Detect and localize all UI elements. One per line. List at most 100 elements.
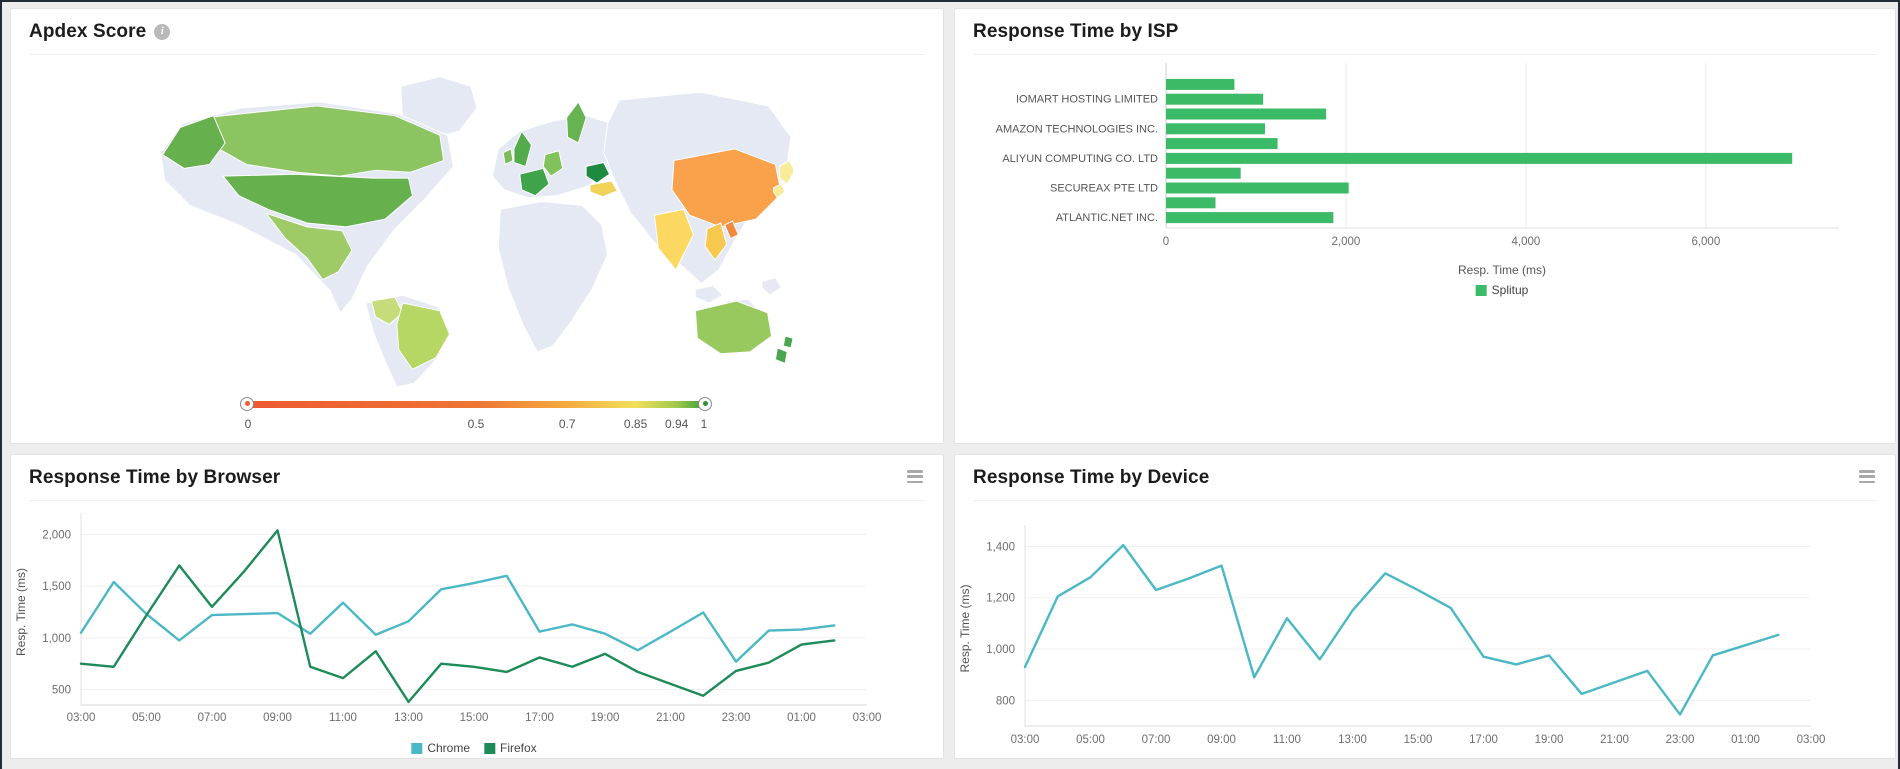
bar-4[interactable]	[1166, 138, 1278, 150]
x-tick-label: 6,000	[1691, 236, 1720, 248]
legend-item-splitup[interactable]: Splitup	[1475, 283, 1528, 297]
x-tick-label: 05:00	[1076, 734, 1105, 746]
world-map[interactable]	[149, 57, 793, 389]
x-tick-label: 23:00	[1666, 734, 1695, 746]
x-tick-label: 4,000	[1512, 236, 1541, 248]
bar-category-label: IOMART HOSTING LIMITED	[1016, 94, 1158, 106]
line-chart-canvas: 500 1,000 1,500 2,000 03:00 05:00 07:00 09:00 11…	[14, 513, 882, 724]
x-tick-label: 09:00	[263, 712, 292, 724]
chart-menu-icon[interactable]	[1859, 470, 1875, 483]
card-response-time-by-isp: Response Time by ISP Resp. Time (ms) Spl…	[954, 8, 1896, 444]
y-tick-label: 1,000	[986, 644, 1015, 656]
x-tick-label: 15:00	[1404, 734, 1433, 746]
map-country-thailand[interactable]	[704, 222, 728, 261]
x-tick-label: 19:00	[1535, 734, 1564, 746]
map-country-india[interactable]	[653, 208, 695, 271]
series-line-firefox[interactable]	[79, 529, 836, 704]
x-tick-label: 07:00	[198, 712, 227, 724]
scale-label: 1	[700, 417, 708, 431]
x-tick-label: 13:00	[1338, 734, 1367, 746]
bar-category-label: AMAZON TECHNOLOGIES INC.	[996, 123, 1158, 135]
bar-1[interactable]	[1166, 93, 1264, 105]
scale-min-handle[interactable]	[240, 396, 254, 411]
bar-0[interactable]	[1166, 78, 1235, 90]
device-card-title: Response Time by Device	[973, 466, 1210, 488]
apdex-gradient-bar	[248, 401, 704, 408]
map-country-newzealand[interactable]	[774, 335, 793, 365]
series-line-device[interactable]	[1023, 543, 1780, 716]
map-country-australia[interactable]	[694, 300, 773, 355]
y-axis-title: Resp. Time (ms)	[14, 568, 28, 656]
map-country-sweden[interactable]	[566, 101, 587, 144]
map-country-mexico[interactable]	[264, 212, 353, 281]
map-country-brazil[interactable]	[396, 302, 451, 370]
x-tick-label: 19:00	[591, 712, 620, 724]
x-tick-label: 2,000	[1332, 236, 1361, 248]
x-tick-label: 05:00	[132, 712, 161, 724]
card-header: Response Time by ISP	[973, 9, 1877, 55]
x-tick-label: 15:00	[460, 712, 489, 724]
map-country-uk[interactable]	[513, 130, 533, 168]
scale-label: 0.5	[467, 417, 485, 431]
isp-bar-chart: Resp. Time (ms) Splitup 0 2,000 4,000 6,000…	[955, 55, 1895, 443]
bar-8[interactable]	[1166, 197, 1216, 209]
isp-legend: Splitup	[1475, 283, 1528, 297]
chart-menu-icon[interactable]	[907, 470, 923, 483]
isp-x-axis-title: Resp. Time (ms)	[1457, 263, 1547, 277]
bar-9[interactable]	[1166, 212, 1334, 224]
y-tick-label: 1,500	[42, 581, 71, 593]
x-tick-label: 01:00	[1731, 734, 1760, 746]
map-country-romania[interactable]	[585, 161, 611, 184]
scale-label: 0	[244, 417, 252, 431]
x-tick-label: 03:00	[1011, 734, 1040, 746]
map-country-germany[interactable]	[542, 150, 564, 177]
card-header: Response Time by Device	[973, 455, 1877, 501]
x-tick-label: 03:00	[67, 712, 96, 724]
map-country-usa[interactable]	[222, 173, 413, 228]
bar-2[interactable]	[1166, 108, 1327, 120]
bar-chart-canvas: 0 2,000 4,000 6,000 IOMART HOSTING LIMITED AM…	[996, 63, 1839, 248]
legend-item-firefox[interactable]: Firefox	[484, 741, 537, 755]
card-header: Response Time by Browser	[29, 455, 925, 501]
apdex-color-scale: 0 0.5 0.7 0.85 0.94 1	[240, 395, 712, 435]
map-country-colombia[interactable]	[370, 296, 404, 326]
map-country-canada[interactable]	[204, 105, 445, 177]
legend-swatch	[484, 742, 495, 754]
map-country-china[interactable]	[671, 148, 782, 228]
y-axis-title: Resp. Time (ms)	[958, 584, 972, 672]
x-tick-label: 11:00	[1273, 734, 1301, 746]
map-landmass-africa	[497, 201, 609, 353]
map-country-alaska[interactable]	[161, 115, 226, 169]
bar-category-label: ALIYUN COMPUTING CO. LTD	[1002, 153, 1158, 165]
legend-label: Chrome	[427, 741, 470, 755]
y-tick-label: 1,400	[986, 541, 1015, 553]
bar-3[interactable]	[1166, 123, 1265, 135]
legend-swatch	[1475, 284, 1487, 296]
x-tick-label: 21:00	[656, 712, 685, 724]
map-country-vietnam[interactable]	[724, 220, 739, 240]
map-country-ireland[interactable]	[502, 148, 514, 166]
legend-label: Firefox	[500, 741, 537, 755]
y-tick-label: 1,000	[42, 633, 71, 645]
map-country-japan[interactable]	[772, 159, 793, 199]
browser-legend: Chrome Firefox	[411, 741, 537, 755]
map-country-france[interactable]	[519, 167, 550, 197]
info-icon[interactable]: i	[154, 23, 171, 40]
bar-5[interactable]	[1166, 152, 1793, 164]
isp-card-title: Response Time by ISP	[973, 20, 1179, 42]
x-tick-label: 09:00	[1207, 734, 1236, 746]
browser-line-chart: Chrome Firefox 500 1,000 1,500 2,000 03:00 05…	[11, 501, 943, 758]
x-tick-label: 11:00	[329, 712, 357, 724]
x-tick-label: 03:00	[853, 712, 882, 724]
y-tick-label: 1,200	[986, 593, 1015, 605]
x-tick-label: 07:00	[1142, 734, 1171, 746]
legend-item-chrome[interactable]: Chrome	[411, 741, 470, 755]
x-tick-label: 17:00	[1469, 734, 1498, 746]
bar-7[interactable]	[1166, 182, 1349, 194]
x-tick-label: 13:00	[394, 712, 423, 724]
map-country-bulgaria[interactable]	[589, 180, 619, 198]
scale-max-handle[interactable]	[698, 396, 712, 411]
bar-6[interactable]	[1166, 167, 1241, 179]
series-line-chrome[interactable]	[79, 574, 836, 663]
